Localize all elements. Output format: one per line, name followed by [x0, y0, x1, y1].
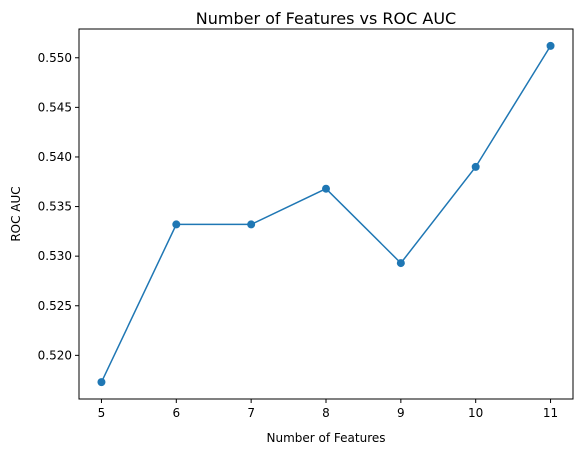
series-line	[100, 45, 552, 383]
data-point	[396, 259, 405, 268]
series-group	[97, 41, 555, 387]
y-tick-label: 0.530	[38, 249, 72, 263]
data-point	[172, 220, 181, 229]
y-tick-label: 0.550	[38, 51, 72, 65]
y-axis: 0.520 0.525 0.530 0.535 0.540 0.545 0.550	[38, 51, 79, 362]
x-axis-label: Number of Features	[267, 431, 386, 445]
x-tick-label: 6	[172, 406, 180, 420]
y-axis-label: ROC AUC	[9, 186, 23, 241]
y-tick-label: 0.525	[38, 299, 72, 313]
plot-frame	[78, 28, 574, 400]
x-tick-label: 8	[322, 406, 330, 420]
data-point	[247, 220, 256, 229]
x-tick-label: 10	[468, 406, 483, 420]
x-tick-label: 7	[247, 406, 255, 420]
y-tick-label: 0.545	[38, 100, 72, 114]
y-tick-label: 0.535	[38, 200, 72, 214]
data-point	[322, 184, 330, 193]
data-point	[546, 41, 555, 50]
data-point	[471, 162, 480, 171]
x-tick-label: 11	[543, 406, 558, 420]
x-tick-label: 9	[397, 406, 405, 420]
data-point	[97, 378, 106, 387]
y-tick-label: 0.520	[38, 348, 72, 362]
chart-title: Number of Features vs ROC AUC	[196, 9, 456, 28]
plot-area	[78, 28, 574, 400]
y-tick-label: 0.540	[38, 150, 72, 164]
x-tick-label: 5	[98, 406, 106, 420]
x-axis: 5 6 7 8 9 10 11	[98, 399, 558, 420]
